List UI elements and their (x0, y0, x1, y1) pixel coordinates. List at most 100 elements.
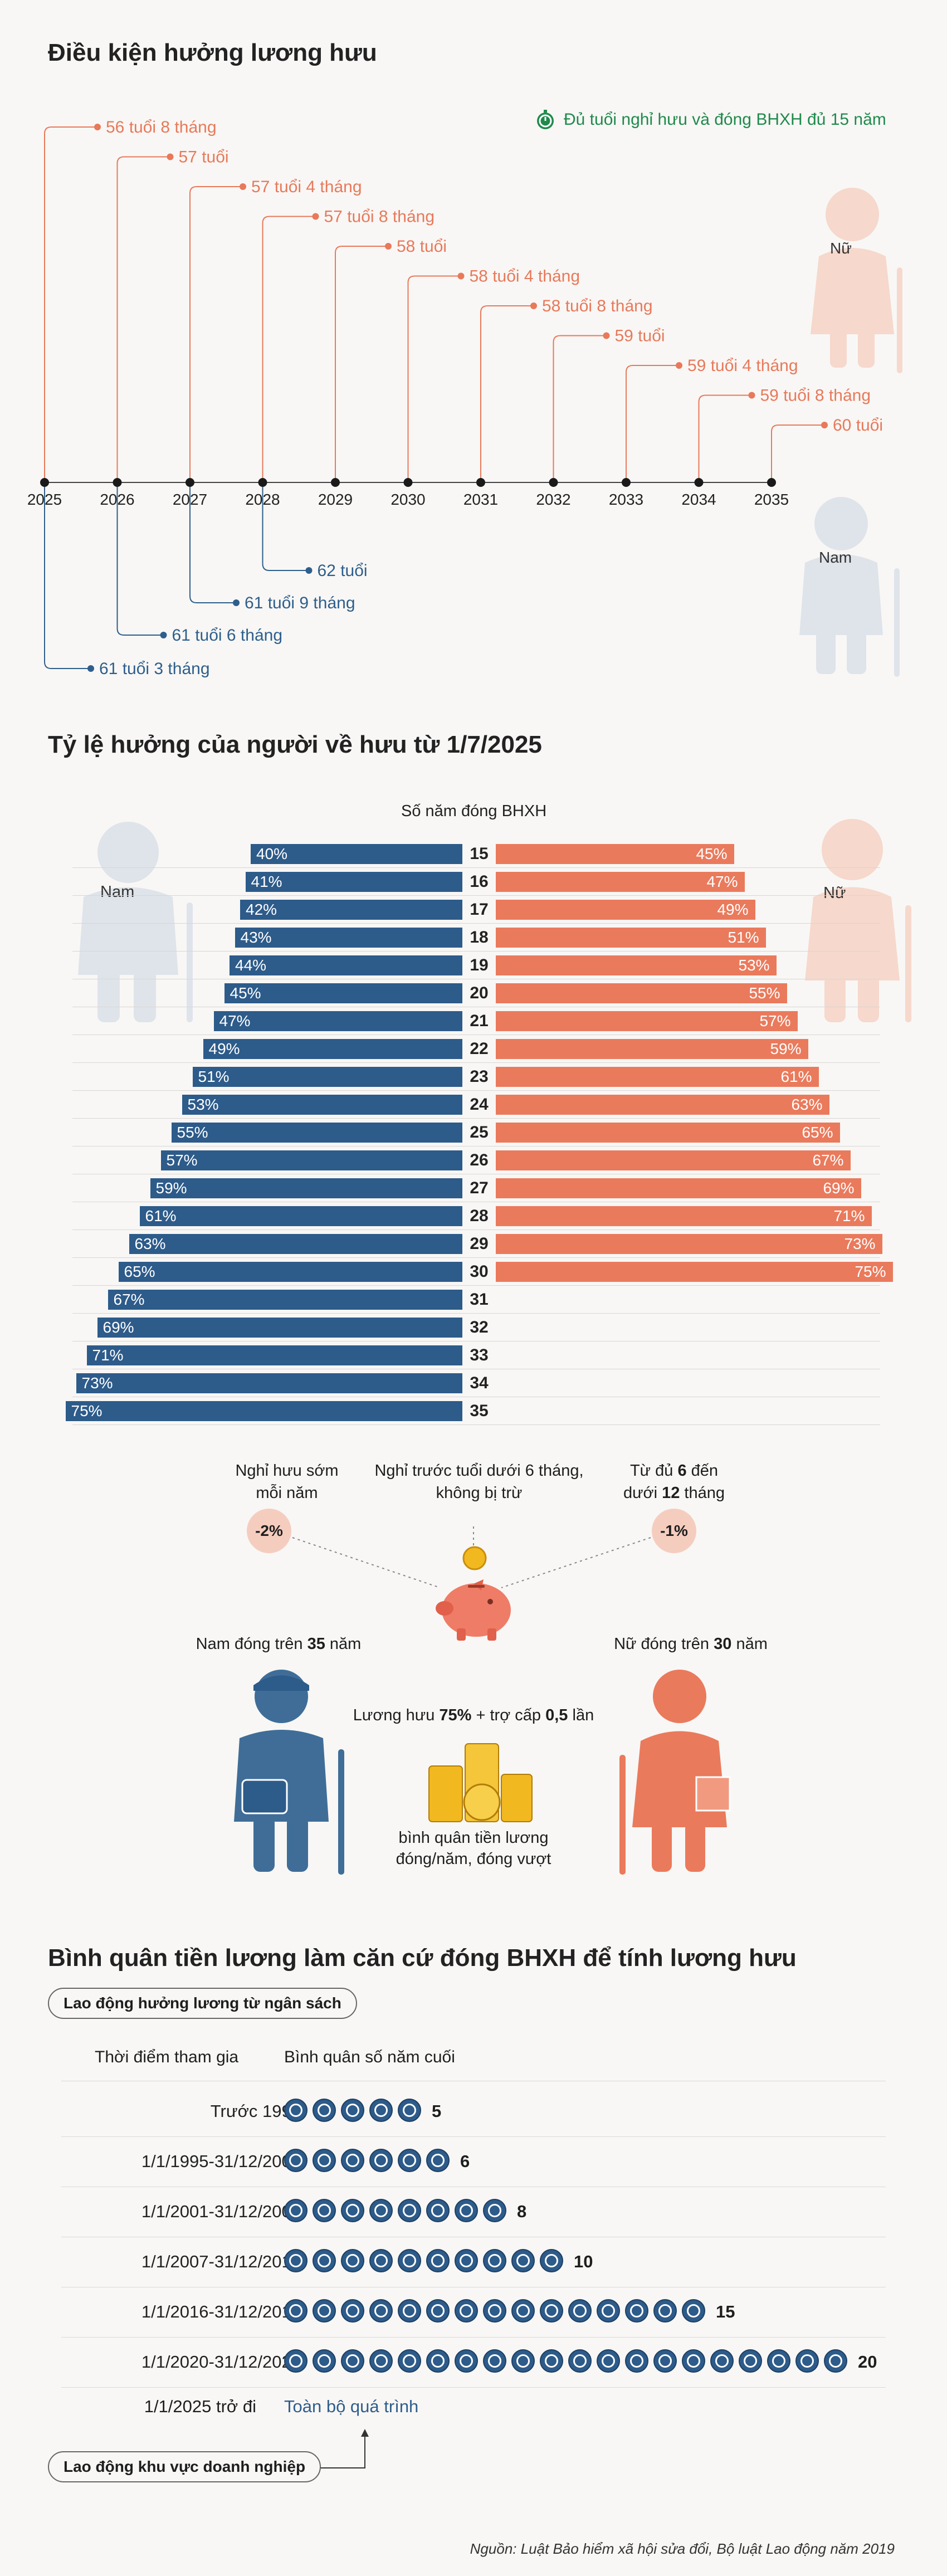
male-dot (233, 599, 240, 606)
table-row: 1/1/1995-31/12/2000 6 (61, 2136, 886, 2187)
stopwatch-icon (398, 2149, 421, 2172)
six-to-twelve-label: Từ đủ 6 đến dưới 12 tháng (623, 1462, 725, 1502)
period-label: 1/1/2007-31/12/2015 (141, 2252, 301, 2271)
stopwatch-icons (284, 2249, 563, 2275)
stopwatch-icon (313, 2299, 336, 2323)
stopwatch-icon (426, 2149, 450, 2172)
rate-row: 69% 32 (0, 1314, 947, 1341)
table-row: Trước 1995 5 (61, 2086, 886, 2137)
year-dot (767, 478, 776, 487)
stopwatch-icon (455, 2249, 478, 2272)
year-label: 2035 (754, 491, 789, 508)
female-age-label: 58 tuổi 8 tháng (542, 297, 653, 315)
stopwatch-icon (455, 2299, 478, 2323)
male-rate-bar: 71% (86, 1345, 462, 1365)
stopwatch-icon (824, 2349, 847, 2373)
female-rate-bar: 57% (496, 1011, 798, 1031)
male-connector (116, 487, 161, 636)
stopwatch-icon (398, 2349, 421, 2373)
contribution-years: 17 (470, 900, 489, 919)
enterprise-worker-pill: Lao động khu vực doanh nghiệp (48, 2451, 321, 2482)
rate-row: 67% 31 (0, 1286, 947, 1314)
female-rate-bar: 73% (496, 1234, 882, 1254)
stopwatch-icon (625, 2349, 648, 2373)
stopwatch-icon (284, 2349, 307, 2373)
six-to-twelve-badge: -1% (652, 1509, 696, 1553)
years-count: 15 (716, 2302, 735, 2321)
female-rate-bar: 75% (496, 1262, 893, 1282)
female-age-label: 57 tuổi 8 tháng (324, 208, 435, 226)
rate-row: 45% 20 55% (0, 979, 947, 1007)
female-connector (771, 425, 822, 478)
contribution-years: 27 (470, 1179, 489, 1197)
period-label: 1/1/2001-31/12/2006 (141, 2202, 301, 2221)
female-dot (167, 153, 174, 160)
male-rate-bar: 73% (76, 1373, 462, 1393)
female-connector (480, 305, 531, 478)
year-label: 2034 (681, 491, 716, 508)
female-age-label: 59 tuổi 8 tháng (760, 387, 871, 405)
contribution-years: 29 (470, 1235, 489, 1253)
stopwatch-icon (426, 2199, 450, 2222)
stopwatch-icon (483, 2349, 506, 2373)
male-rate-bar: 69% (97, 1318, 462, 1338)
contribution-years: 25 (470, 1123, 489, 1141)
male-rate-bar: 75% (65, 1401, 462, 1421)
stopwatch-icon (511, 2249, 535, 2272)
stopwatch-icon (597, 2299, 620, 2323)
row-divider (72, 1257, 880, 1258)
stopwatch-icons (284, 2099, 421, 2124)
female-rate-bar: 47% (496, 872, 745, 892)
female-dot (385, 243, 392, 250)
stopwatch-icon (313, 2349, 336, 2373)
contribution-years: 33 (470, 1346, 489, 1364)
male-figure-icon: Nam (799, 497, 900, 677)
table-row: 1/1/2016-31/12/2019 15 (61, 2287, 886, 2338)
stopwatch-icon (568, 2299, 592, 2323)
male-connector (44, 487, 88, 669)
year-dot (476, 478, 485, 487)
male-over-35-label: Nam đóng trên 35 năm (196, 1635, 362, 1653)
female-over-30-label: Nữ đóng trên 30 năm (614, 1635, 768, 1653)
female-connector (262, 216, 313, 478)
year-label: 2033 (609, 491, 643, 508)
row-divider (72, 923, 880, 924)
female-label-2: Nữ (823, 884, 846, 902)
section4-title: Bình quân tiền lương làm căn cứ đóng BHX… (48, 1944, 797, 1972)
contribution-years: 21 (470, 1012, 489, 1030)
female-label: Nữ (830, 240, 852, 257)
col-header-years: Bình quân số năm cuối (284, 2048, 455, 2066)
male-rate-bar: 45% (224, 983, 462, 1003)
stopwatch-icon (535, 109, 556, 130)
female-connector (116, 156, 168, 478)
contribution-years: 32 (470, 1318, 489, 1336)
rate-row: 55% 25 65% (0, 1119, 947, 1146)
rate-row: 59% 27 69% (0, 1174, 947, 1202)
contribution-years: 16 (470, 872, 489, 891)
male-age-label: 61 tuổi 9 tháng (245, 594, 355, 612)
female-connector (698, 394, 749, 478)
rate-row: 51% 23 61% (0, 1063, 947, 1091)
rate-row: 73% 34 (0, 1369, 947, 1397)
contribution-years: 30 (470, 1262, 489, 1281)
stopwatch-icon (369, 2199, 393, 2222)
female-figure-icon-2: Nữ (805, 819, 911, 1022)
pension-text: Lương hưu 75% + trợ cấp 0,5 lần (353, 1706, 594, 1724)
male-rate-bar: 41% (245, 872, 462, 892)
year-dot (258, 478, 267, 487)
female-dot (603, 332, 610, 339)
table-row: 1/1/2007-31/12/2015 10 (61, 2237, 886, 2287)
stopwatch-icons (284, 2299, 705, 2325)
period-label: 1/1/2016-31/12/2019 (141, 2302, 301, 2321)
contribution-years: 20 (470, 984, 489, 1002)
row-divider (72, 1062, 880, 1063)
stopwatch-icon (398, 2099, 421, 2122)
years-count: 20 (858, 2352, 877, 2372)
stopwatch-icon (284, 2149, 307, 2172)
stopwatch-icon (369, 2149, 393, 2172)
contribution-years: 19 (470, 956, 489, 974)
stopwatch-icon (341, 2149, 364, 2172)
rate-row: 57% 26 67% (0, 1146, 947, 1174)
female-connector (44, 126, 95, 478)
female-connector (553, 335, 604, 478)
